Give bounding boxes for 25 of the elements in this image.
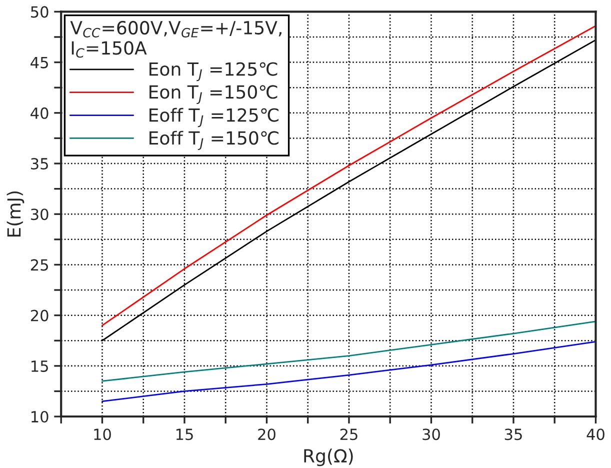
- y-tick-label: 35: [31, 158, 48, 170]
- x-tick-label: 20: [258, 428, 276, 440]
- y-tick-label: 25: [30, 259, 48, 271]
- y-tick-label: 10: [32, 410, 48, 423]
- y-tick-label: 50: [31, 6, 48, 18]
- legend-label: Eoff T$_{J}$ =125℃: [150, 108, 278, 128]
- y-tick-label: 30: [31, 208, 48, 220]
- x-axis-title: Rg(Ω): [304, 448, 353, 466]
- legend-label: Eoff T$_{J}$ =150℃: [150, 130, 278, 150]
- legend-label: Eon T$_{J}$ =125℃: [150, 62, 278, 82]
- y-tick-label: 15: [32, 360, 48, 372]
- x-tick-label: 25: [340, 428, 358, 440]
- y-tick-label: 40: [30, 107, 48, 119]
- x-tick-label: 15: [176, 428, 193, 440]
- y-tick-label: 20: [30, 310, 48, 322]
- line-series: [102, 340, 596, 402]
- x-tick-label: 35: [504, 428, 522, 440]
- line-series: [102, 320, 596, 382]
- y-axis-title: E(mJ): [6, 191, 24, 237]
- legend-label: Eon T$_{J}$ =150℃: [150, 85, 278, 104]
- x-tick-label: 10: [94, 428, 111, 440]
- x-tick-label: 30: [422, 428, 440, 440]
- x-tick-label: 40: [586, 428, 604, 440]
- y-tick-label: 45: [30, 56, 48, 68]
- text: V$_{CC}$=600V,V$_{GE}$=+/-15V, I$_{C}$=150A: [70, 20, 282, 58]
